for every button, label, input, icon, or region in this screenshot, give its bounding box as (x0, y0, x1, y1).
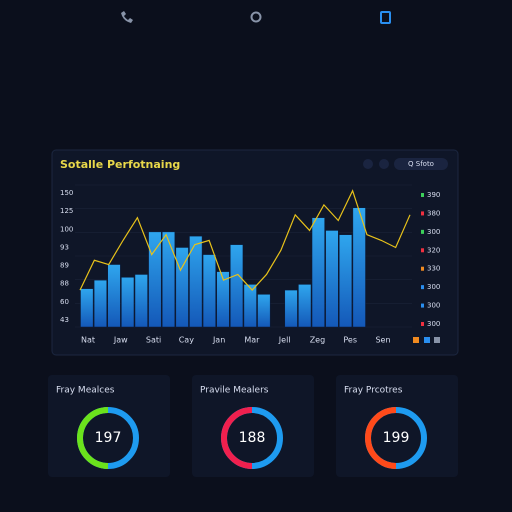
gauge-arc (365, 407, 397, 469)
legend-marker (424, 337, 430, 343)
bar (311, 217, 325, 328)
bar (216, 271, 230, 328)
y-axis-label: 93 (60, 243, 69, 251)
bar (230, 244, 244, 328)
bar (243, 284, 257, 328)
bar (339, 234, 353, 328)
card (336, 375, 458, 477)
x-axis-label: Sati (146, 336, 161, 345)
y-axis-label: 100 (60, 225, 73, 233)
legend-marker (421, 193, 424, 197)
right-label: 300 (427, 228, 440, 236)
phone-icon[interactable] (121, 11, 133, 23)
x-axis-label: Jell (278, 336, 291, 345)
bar (298, 284, 312, 328)
controls-label[interactable]: Q Sfoto (408, 160, 434, 168)
bar (325, 230, 339, 328)
right-label: 390 (427, 191, 440, 199)
right-label: 300 (427, 320, 440, 328)
bar (121, 277, 135, 328)
right-label: 300 (427, 283, 440, 291)
legend-marker (421, 248, 424, 253)
card-title: Fray Prcotres (344, 386, 403, 396)
x-axis-label: Zeg (310, 336, 325, 345)
gauge-value: 197 (95, 430, 122, 446)
legend-marker (413, 337, 419, 343)
bar (93, 279, 107, 328)
bar (148, 231, 162, 328)
x-axis-label: Jaw (113, 336, 128, 345)
right-label: 320 (427, 246, 440, 254)
x-axis-label: Mar (244, 336, 260, 345)
bar (161, 231, 176, 328)
bar (202, 254, 216, 328)
bar (284, 289, 298, 328)
line (79, 189, 411, 291)
y-axis-label: 89 (60, 262, 69, 270)
x-axis-label: Cay (179, 336, 194, 345)
x-axis-label: Pes (343, 336, 357, 345)
card (192, 375, 314, 477)
legend-marker (421, 229, 424, 234)
legend-marker (421, 266, 424, 271)
bar (134, 274, 148, 328)
right-label: 380 (427, 209, 440, 217)
control[interactable] (379, 159, 389, 169)
bar (352, 207, 366, 328)
bar (189, 235, 203, 328)
bar (107, 264, 121, 328)
x-axis-label: Sen (375, 336, 390, 345)
gauge-value: 188 (239, 430, 266, 446)
panel-title: Sotalle Perfotnaing (60, 158, 180, 171)
legend-marker (434, 337, 440, 343)
card-title: Fray Mealces (56, 386, 115, 396)
x-axis-label: Jan (212, 336, 225, 345)
legend-marker (421, 211, 424, 216)
right-label: 300 (427, 302, 440, 310)
card (48, 375, 170, 477)
legend-marker (421, 322, 424, 326)
y-axis-label: 150 (60, 189, 73, 197)
legend-marker (421, 303, 424, 308)
control-pill[interactable] (394, 158, 448, 170)
y-axis-label: 125 (60, 207, 73, 215)
y-axis-label: 43 (60, 316, 69, 324)
y-axis-label: 60 (60, 298, 69, 306)
nav-icons[interactable] (121, 11, 391, 24)
control[interactable] (363, 159, 373, 169)
x-axis-label: Nat (81, 336, 95, 345)
right-label: 330 (427, 265, 440, 273)
bar (257, 294, 271, 328)
gauge-arc (77, 407, 109, 469)
gauge-value: 199 (383, 430, 410, 446)
gauge-arc (221, 407, 253, 469)
card-title: Pravile Mealers (200, 386, 269, 396)
doc-icon[interactable] (380, 11, 391, 24)
y-axis-label: 88 (60, 280, 69, 288)
search-icon[interactable] (250, 11, 262, 23)
bar (80, 288, 94, 328)
legend-marker (421, 285, 424, 290)
